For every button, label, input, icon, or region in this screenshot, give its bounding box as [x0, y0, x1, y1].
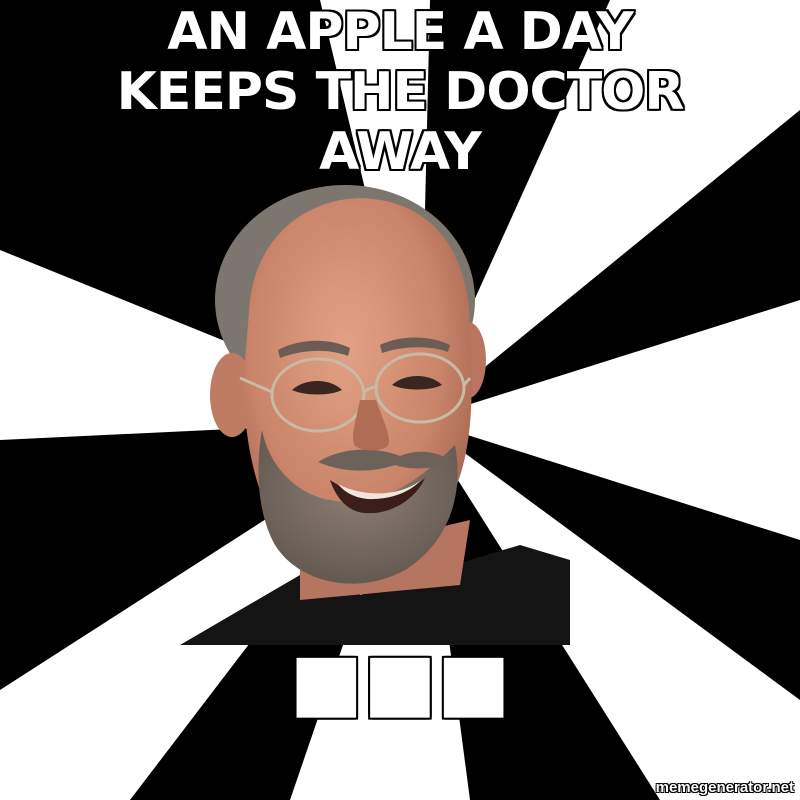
bottom-caption: ■■■ [288, 637, 511, 727]
ray-right [420, 300, 800, 540]
ray-bottom-right [420, 420, 800, 800]
ray-top-right [420, 0, 800, 420]
face [244, 198, 472, 570]
black-sweater [180, 545, 570, 645]
site-watermark: memegenerator.net [655, 779, 794, 796]
glasses-icon [239, 352, 472, 433]
left-ear [210, 353, 254, 437]
top-caption: AN APPLE A DAY KEEPS THE DOCTOR AWAY [116, 1, 686, 183]
